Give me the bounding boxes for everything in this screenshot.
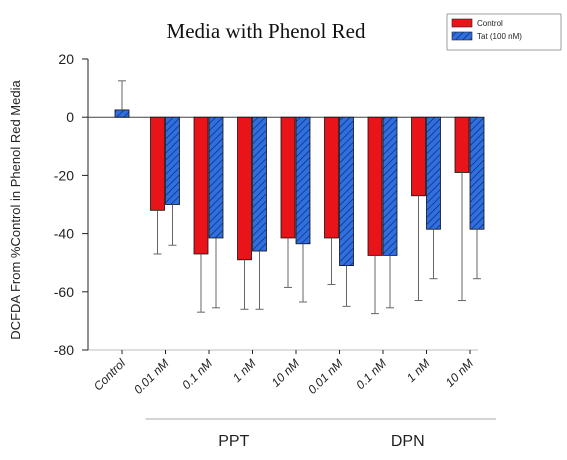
x-tick-label: 0.1 nM: [353, 356, 389, 392]
x-tick-label: Control: [91, 356, 128, 393]
bar: [165, 116, 180, 205]
legend: Control Tat (100 nM): [446, 13, 562, 51]
bar: [367, 116, 383, 256]
bar: [339, 116, 354, 267]
y-tick-label: -20: [54, 167, 74, 183]
x-tick-label: 1 nM: [230, 356, 259, 385]
bar: [237, 116, 252, 261]
bar: [469, 116, 485, 230]
x-tick-label: 1 nM: [404, 356, 433, 385]
bar: [382, 116, 398, 256]
bar: [150, 116, 165, 211]
legend-swatch-tat: [451, 31, 473, 41]
bar: [295, 116, 311, 245]
x-tick-label: 0.01 nM: [131, 356, 172, 397]
bar: [280, 116, 296, 239]
legend-label-control: Control: [477, 19, 503, 28]
legend-label-tat: Tat (100 nM): [477, 32, 522, 41]
x-tick-label: 0.1 nM: [179, 356, 215, 392]
y-tick-label: -40: [54, 226, 74, 242]
x-tick-label: 10 nM: [443, 356, 476, 389]
group-label: PPT: [218, 433, 249, 450]
bar: [193, 116, 209, 255]
y-tick-label: -80: [54, 342, 74, 358]
y-axis-label: DCFDA From %Control in Phenol Red Media: [8, 80, 23, 340]
x-tick-label: 0.01 nM: [305, 356, 346, 397]
chart-title: Media with Phenol Red: [167, 19, 366, 43]
x-tick-label: 10 nM: [269, 356, 302, 389]
group-label: DPN: [391, 433, 425, 450]
y-tick-label: -60: [54, 284, 74, 300]
bar: [208, 116, 224, 239]
bar: [454, 116, 470, 173]
x-axis: Control 0.01 nM 0.1 nM 1 nM 10 nM 0.01 nM 0.1 …: [88, 349, 496, 450]
bar: [411, 116, 426, 197]
bar: [426, 116, 441, 230]
y-tick-label: 20: [58, 51, 74, 67]
bar: [114, 109, 130, 118]
legend-swatch-control: [451, 18, 473, 28]
bar: [252, 116, 267, 252]
y-tick-label: 0: [66, 109, 74, 125]
bars: [114, 80, 485, 315]
bar: [324, 116, 339, 239]
